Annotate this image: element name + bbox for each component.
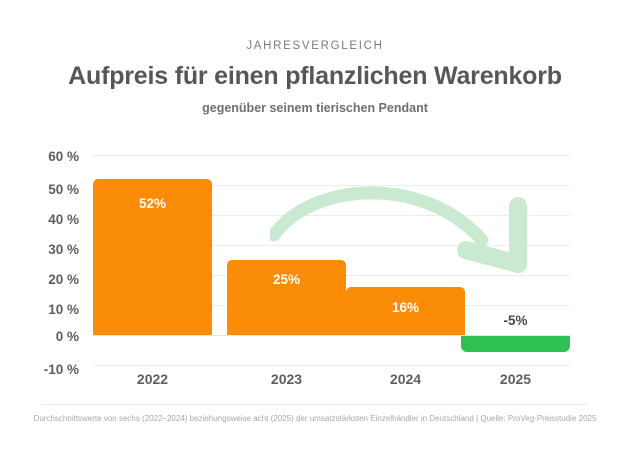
y-axis-tick-50: 50 % bbox=[48, 182, 79, 197]
bar-value-2024: 16% bbox=[391, 300, 420, 315]
x-axis-tick-2023: 2023 bbox=[270, 371, 303, 387]
gridline-50 bbox=[93, 185, 570, 186]
gridline-minus10 bbox=[93, 365, 570, 366]
x-axis-tick-2025: 2025 bbox=[499, 371, 532, 387]
bar-2022[interactable] bbox=[93, 179, 212, 335]
y-axis-tick-60: 60 % bbox=[48, 149, 79, 164]
bar-2024[interactable] bbox=[346, 287, 465, 335]
bar-2023[interactable] bbox=[227, 260, 346, 335]
x-axis-tick-2022: 2022 bbox=[136, 371, 169, 387]
x-axis-tick-2024: 2024 bbox=[389, 371, 422, 387]
plot-area bbox=[93, 155, 570, 366]
bar-value-2023: 25% bbox=[272, 272, 301, 287]
chart-header: JAHRESVERGLEICH Aufpreis für einen pflan… bbox=[0, 38, 630, 116]
y-axis-tick-10: 10 % bbox=[48, 302, 79, 317]
y-axis-tick-0: 0 % bbox=[55, 329, 79, 344]
bar-2025[interactable] bbox=[461, 336, 570, 352]
y-axis-tick-minus10: -10 % bbox=[43, 362, 79, 377]
chart-subtitle: gegenüber seinem tierischen Pendant bbox=[202, 101, 428, 115]
bar-value-2022: 52% bbox=[138, 196, 167, 211]
y-axis-tick-20: 20 % bbox=[48, 272, 79, 287]
footnote-text: Durchschnittswerte von sechs (2022–2024)… bbox=[33, 414, 597, 423]
y-axis-tick-40: 40 % bbox=[48, 212, 79, 227]
page-title: Aufpreis für einen pflanzlichen Warenkor… bbox=[68, 62, 562, 90]
y-axis-tick-30: 30 % bbox=[48, 242, 79, 257]
chart-eyebrow: JAHRESVERGLEICH bbox=[246, 40, 384, 52]
gridline-60 bbox=[93, 155, 570, 156]
footnote-divider bbox=[42, 404, 588, 405]
gridline-zero bbox=[93, 335, 570, 336]
bar-value-2025: -5% bbox=[503, 313, 528, 328]
